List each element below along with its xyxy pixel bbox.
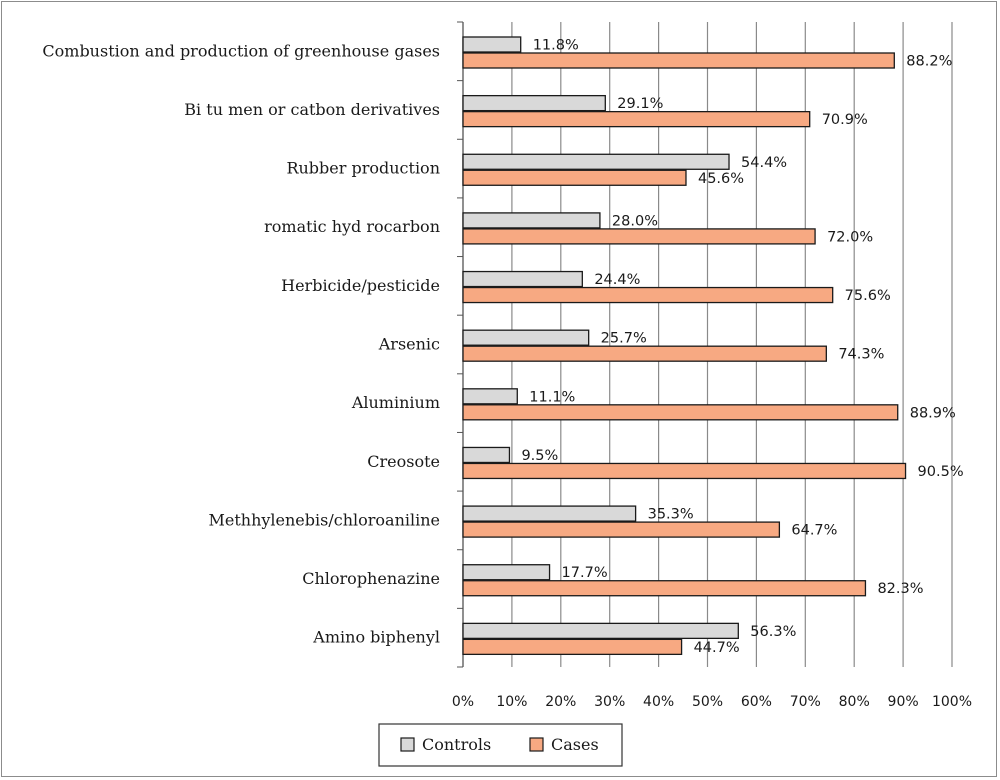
cases-value-label: 74.3% <box>838 347 884 363</box>
category-label: Methhylenebis/chloroaniline <box>208 510 440 529</box>
controls-bar <box>462 36 522 53</box>
x-tick-label: 90% <box>888 694 919 710</box>
controls-bar <box>462 270 583 288</box>
cases-value-label: 88.9% <box>910 405 956 421</box>
controls-bar <box>462 564 551 581</box>
cases-value-label: 88.2% <box>906 54 952 70</box>
controls-value-label: 11.1% <box>529 389 575 405</box>
controls-value-label: 29.1% <box>617 96 663 112</box>
category-label: Creosote <box>367 452 440 471</box>
controls-value-label: 17.7% <box>562 565 608 581</box>
cases-value-label: 90.5% <box>918 464 964 480</box>
category-label: Arsenic <box>378 335 440 354</box>
cases-bar <box>462 52 895 69</box>
cases-bar <box>462 462 907 480</box>
x-tick-label: 60% <box>741 694 772 710</box>
cases-value-label: 44.7% <box>694 640 740 656</box>
legend-box <box>378 723 623 767</box>
category-label: Combustion and production of greenhouse … <box>42 41 440 60</box>
cases-bar <box>462 110 811 128</box>
controls-bar <box>462 446 511 464</box>
controls-bar <box>462 622 739 640</box>
controls-value-label: 9.5% <box>521 448 558 464</box>
legend-label-controls: Controls <box>422 735 491 754</box>
cases-bar <box>462 345 827 362</box>
x-tick-label: 50% <box>692 694 723 710</box>
category-label: Herbicide/pesticide <box>281 276 440 295</box>
cases-bar <box>462 521 781 538</box>
cases-value-label: 70.9% <box>822 112 868 128</box>
controls-bar <box>462 388 518 405</box>
controls-bar <box>462 153 730 170</box>
legend-swatch-controls <box>400 737 415 752</box>
controls-value-label: 35.3% <box>648 507 694 523</box>
x-tick-label: 20% <box>545 694 576 710</box>
legend-label-cases: Cases <box>551 735 599 754</box>
controls-bar <box>462 212 601 229</box>
cases-value-label: 64.7% <box>791 523 837 539</box>
category-label: Amino biphenyl <box>312 628 440 647</box>
cases-value-label: 72.0% <box>827 229 873 245</box>
controls-bar <box>462 94 606 112</box>
cases-value-label: 45.6% <box>698 171 744 187</box>
cases-bar <box>462 580 867 597</box>
x-tick-label: 30% <box>594 694 625 710</box>
cases-value-label: 75.6% <box>845 288 891 304</box>
x-tick-label: 0% <box>452 694 474 710</box>
cases-bar <box>462 169 687 186</box>
x-tick-label: 100% <box>932 694 972 710</box>
controls-value-label: 54.4% <box>741 155 787 171</box>
cases-bar <box>462 638 683 656</box>
category-label: Aluminium <box>351 393 440 412</box>
category-label: Rubber production <box>286 159 440 178</box>
cases-bar <box>462 228 816 245</box>
controls-bar <box>462 329 590 346</box>
controls-value-label: 11.8% <box>533 38 579 54</box>
controls-bar <box>462 505 637 522</box>
controls-value-label: 56.3% <box>750 624 796 640</box>
controls-value-label: 28.0% <box>612 213 658 229</box>
x-tick-label: 40% <box>643 694 674 710</box>
controls-value-label: 25.7% <box>601 331 647 347</box>
legend-swatch-cases <box>529 737 544 752</box>
category-label: romatic hyd rocarbon <box>264 217 440 236</box>
cases-value-label: 82.3% <box>877 581 923 597</box>
x-tick-label: 80% <box>839 694 870 710</box>
cases-bar <box>462 286 834 304</box>
cases-bar <box>462 404 899 421</box>
category-label: Bi tu men or catbon derivatives <box>184 100 440 119</box>
x-tick-label: 10% <box>496 694 527 710</box>
category-label: Chlorophenazine <box>302 569 440 588</box>
controls-value-label: 24.4% <box>594 272 640 288</box>
x-tick-label: 70% <box>790 694 821 710</box>
